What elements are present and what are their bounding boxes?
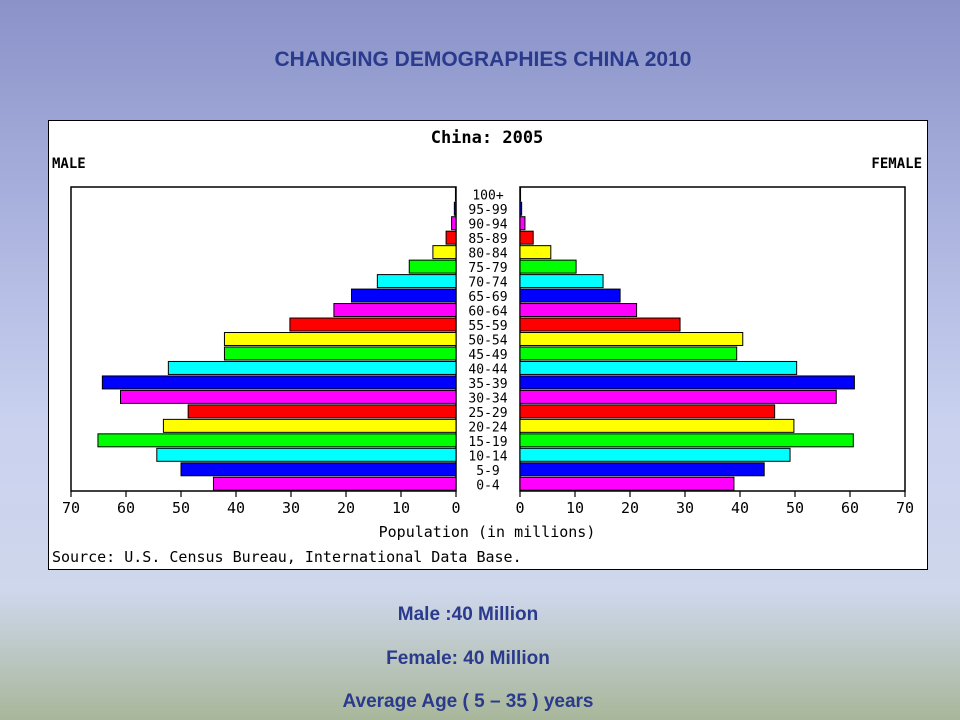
female-tick-label: 30 (676, 499, 694, 517)
female-bar (519, 187, 522, 202)
female-bar (519, 433, 854, 448)
age-group-label: 0-4 (476, 478, 500, 493)
female-bar (519, 288, 621, 303)
female-bar (519, 216, 526, 231)
age-group-label: 5-9 (476, 464, 499, 479)
female-bar (519, 447, 791, 462)
male-bar (223, 332, 457, 346)
female-bar (519, 303, 638, 318)
age-group-label: 70-74 (468, 276, 507, 291)
source-note: Source: U.S. Census Bureau, Internationa… (52, 548, 522, 566)
male-bar (223, 346, 457, 361)
female-population-caption: Female: 40 Million (386, 648, 550, 669)
male-label: MALE (52, 156, 86, 172)
age-group-label: 30-34 (468, 391, 507, 406)
male-bar (289, 317, 457, 332)
male-bar (333, 303, 457, 318)
age-group-label: 20-24 (468, 420, 507, 435)
female-bar (519, 346, 738, 361)
female-bar (519, 375, 855, 390)
female-tick-label: 60 (841, 499, 859, 517)
age-group-label: 50-54 (468, 333, 507, 348)
age-group-label: 40-44 (468, 362, 507, 377)
age-group-label: 100+ (472, 189, 503, 204)
female-tick-label: 10 (566, 499, 584, 517)
age-group-label: 55-59 (468, 319, 507, 334)
male-tick-label: 70 (62, 499, 80, 517)
female-bar (519, 230, 534, 245)
female-bar (519, 201, 523, 216)
male-tick-label: 10 (392, 499, 410, 517)
female-bar (519, 317, 681, 332)
male-tick-label: 50 (172, 499, 190, 517)
male-bar (156, 447, 457, 462)
female-bar (519, 259, 577, 274)
female-bar (519, 418, 795, 433)
female-tick-label: 70 (896, 499, 914, 517)
male-bar (445, 230, 457, 245)
population-pyramid-figure: 70 70 60 60 50 50 40 40 30 30 20 20 10 10 0 0 100+ 95-99… (48, 120, 928, 570)
age-group-label: 90-94 (468, 218, 507, 233)
age-group-label: 35-39 (468, 377, 507, 392)
age-group-label: 95-99 (468, 203, 507, 218)
male-tick-label: 40 (227, 499, 245, 517)
male-bar (212, 476, 457, 491)
chart-title: China: 2005 (431, 128, 544, 148)
female-bar (519, 476, 735, 491)
male-bar (167, 360, 457, 375)
male-bar (432, 245, 457, 260)
female-tick-label: 50 (786, 499, 804, 517)
age-group-label: 80-84 (468, 247, 507, 262)
female-tick-label: 0 (515, 499, 524, 517)
age-group-label: 75-79 (468, 261, 507, 276)
average-age-caption: Average Age ( 5 – 35 ) years (342, 691, 594, 712)
male-population-caption: Male :40 Million (397, 604, 539, 625)
age-group-label: 15-19 (468, 435, 507, 450)
age-group-label: 25-29 (468, 406, 507, 421)
male-bar (97, 433, 457, 448)
male-bar (451, 216, 457, 231)
age-group-label: 85-89 (468, 232, 507, 247)
female-bar (519, 332, 744, 346)
slide-title: CHANGING DEMOGRAPHIES CHINA 2010 (274, 48, 692, 71)
male-bar (162, 418, 457, 433)
male-bar (351, 288, 457, 303)
female-bar (519, 404, 776, 419)
female-bar (519, 274, 604, 289)
male-bar (101, 375, 457, 390)
female-bar (519, 389, 837, 404)
male-bar (120, 389, 457, 404)
population-pyramid-chart: 70 70 60 60 50 50 40 40 30 30 20 20 10 10 0 0 100+95-99… (52, 128, 922, 566)
male-bar (453, 201, 457, 216)
male-tick-label: 30 (282, 499, 300, 517)
male-bar (408, 259, 457, 274)
female-bar (519, 462, 765, 477)
male-bar (180, 462, 457, 477)
female-tick-label: 20 (621, 499, 639, 517)
age-group-label: 45-49 (468, 348, 507, 363)
age-labels-layer: 100+95-9990-9485-8980-8475-7970-7465-696… (468, 189, 507, 494)
age-group-label: 65-69 (468, 290, 507, 305)
male-bar (376, 274, 457, 289)
male-tick-label: 0 (451, 499, 460, 517)
bars-layer (97, 187, 855, 491)
female-tick-label: 40 (731, 499, 749, 517)
male-tick-label: 20 (337, 499, 355, 517)
male-bar (187, 404, 457, 419)
ticks-layer: 70 70 60 60 50 50 40 40 30 30 20 20 10 10 0 0 (62, 491, 914, 517)
age-group-label: 60-64 (468, 305, 507, 320)
male-tick-label: 60 (117, 499, 135, 517)
x-axis-label: Population (in millions) (379, 523, 596, 541)
female-bar (519, 360, 798, 375)
age-group-label: 10-14 (468, 449, 507, 464)
female-bar (519, 245, 552, 260)
female-label: FEMALE (871, 156, 922, 172)
male-bar (454, 187, 457, 202)
